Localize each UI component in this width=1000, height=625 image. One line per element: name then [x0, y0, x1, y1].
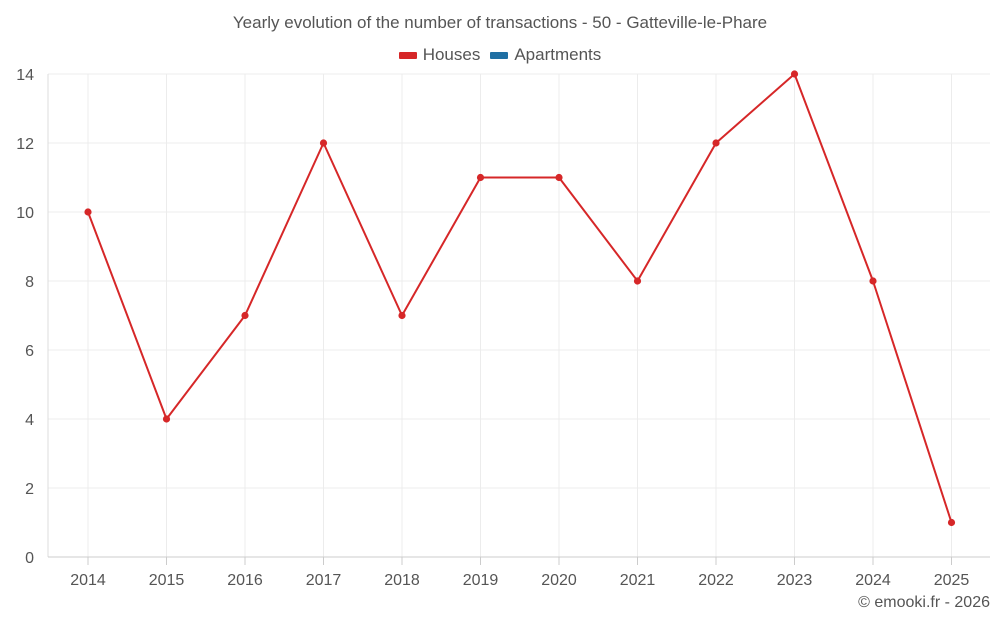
x-tick-label: 2025 [934, 572, 970, 589]
data-point-houses [162, 415, 171, 423]
data-point-houses [476, 173, 485, 182]
data-point-houses [319, 139, 328, 147]
data-point-houses [947, 518, 956, 527]
y-tick-label: 8 [25, 274, 34, 291]
x-tick-label: 2015 [149, 572, 185, 589]
data-point-houses [633, 277, 642, 285]
legend-label-houses: Houses [422, 45, 481, 64]
series-line-houses [87, 73, 953, 523]
x-tick-label: 2019 [463, 572, 499, 589]
data-point-houses [398, 311, 406, 320]
y-tick-label: 10 [16, 205, 34, 222]
grid [48, 73, 990, 557]
y-tick-label: 12 [16, 136, 34, 153]
data-point-houses [555, 173, 563, 182]
x-tick-label: 2023 [777, 572, 813, 589]
x-tick-label: 2018 [384, 572, 420, 589]
x-tick-label: 2022 [698, 572, 734, 589]
x-tick-label: 2017 [306, 572, 342, 589]
x-tick-label: 2016 [227, 572, 263, 589]
series [84, 70, 956, 527]
chart-title: Yearly evolution of the number of transa… [232, 13, 768, 32]
legend-swatch-apartments [490, 51, 509, 59]
data-point-houses [712, 139, 720, 147]
y-tick-label: 2 [25, 481, 34, 498]
data-point-houses [790, 70, 799, 78]
x-tick-label: 2024 [855, 572, 891, 589]
y-tick-label: 0 [25, 550, 34, 567]
y-tick-label: 6 [25, 343, 34, 360]
x-tick-label: 2021 [620, 572, 656, 589]
data-point-houses [869, 277, 877, 285]
legend-item-apartments[interactable]: Apartments [490, 45, 601, 65]
y-tick-label: 14 [16, 67, 34, 84]
axes [47, 74, 990, 565]
data-point-houses [84, 208, 92, 216]
legend-label-apartments: Apartments [514, 45, 602, 64]
legend-item-houses[interactable]: Houses [398, 45, 481, 65]
tick-labels: 0 2 4 6 8 10 12 14 2014 2015 2016 2017 2018 2019 2020 2… [16, 67, 969, 589]
legend-swatch-houses [398, 51, 417, 59]
legend: Houses Apartments [0, 45, 1000, 65]
x-tick-label: 2014 [70, 572, 106, 589]
x-tick-label: 2020 [541, 572, 577, 589]
data-point-houses [241, 311, 249, 320]
credit-text: © emooki.fr - 2026 [858, 594, 990, 611]
y-tick-label: 4 [25, 412, 34, 429]
